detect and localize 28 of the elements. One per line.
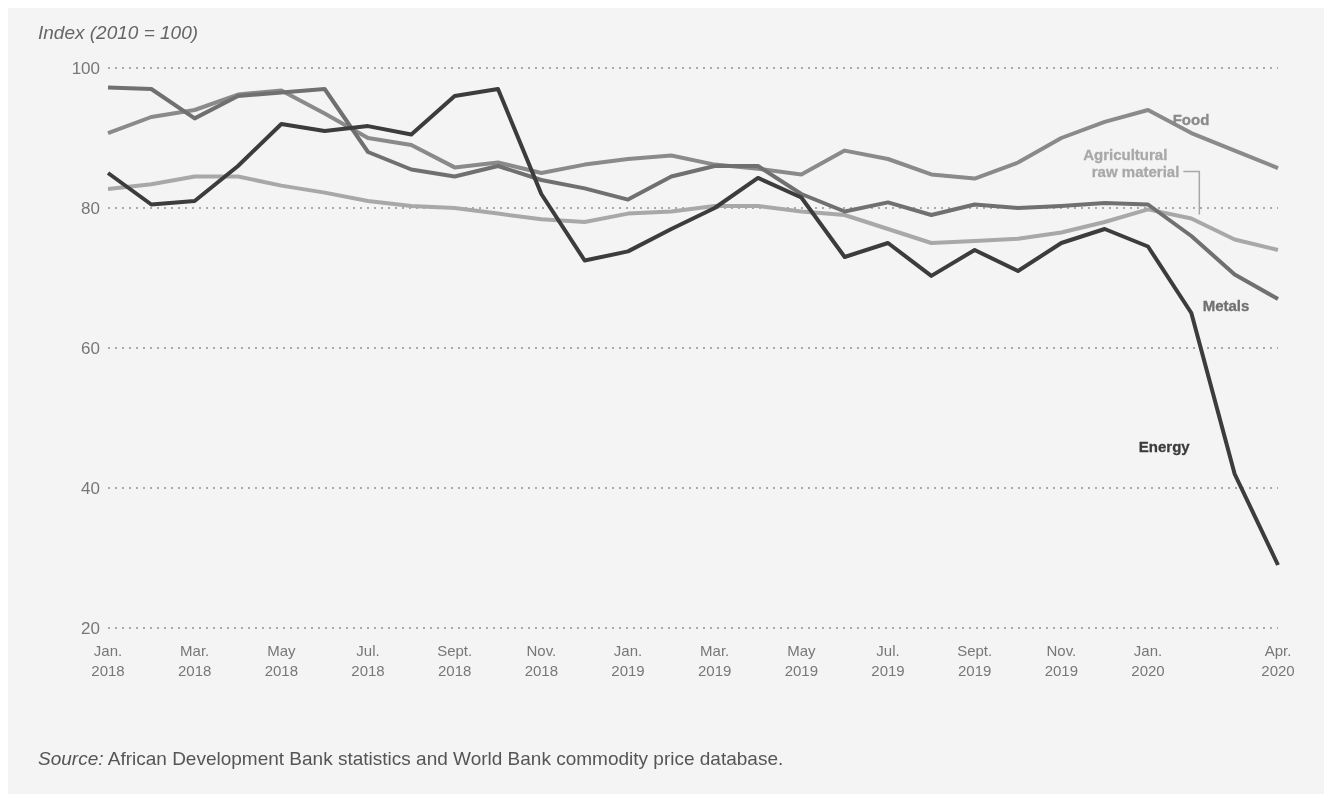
x-tick-label: Jan. 2019 bbox=[611, 642, 645, 679]
x-tick-label: Jan. 2020 bbox=[1131, 642, 1165, 679]
y-axis-title: Index (2010 = 100) bbox=[38, 22, 199, 44]
x-tick-label: Nov. 2018 bbox=[524, 642, 559, 679]
x-tick-label: Mar. 2018 bbox=[177, 642, 212, 679]
x-tick-label: Apr. 2020 bbox=[1261, 642, 1295, 679]
series-label: Food bbox=[1172, 110, 1210, 128]
x-tick-label: Nov. 2019 bbox=[1044, 642, 1079, 679]
x-tick-label: Jan. 2018 bbox=[91, 642, 125, 679]
y-tick-label: 40 bbox=[81, 479, 100, 499]
line-series bbox=[106, 88, 1280, 181]
x-tick-label: Jul. 2018 bbox=[351, 642, 385, 679]
text: Agricultural raw material bbox=[1083, 145, 1180, 180]
x-tick-label: Jul. 2019 bbox=[871, 642, 905, 679]
x-tick-label: Sept. 2018 bbox=[437, 642, 473, 679]
y-tick-label: 100 bbox=[71, 59, 100, 79]
x-tick-label: Mar. 2019 bbox=[697, 642, 732, 679]
source-note: Source: African Development Bank statistics and World Bank commodity price database. bbox=[38, 748, 784, 770]
x-tick-label: May 2019 bbox=[784, 642, 819, 679]
line-series bbox=[106, 87, 1280, 567]
x-tick-label: May 2018 bbox=[264, 642, 299, 679]
text: Energy bbox=[1138, 438, 1191, 455]
y-tick-label: 20 bbox=[81, 619, 100, 639]
x-tick-label: Sept. 2019 bbox=[957, 642, 993, 679]
line-series bbox=[106, 85, 1280, 301]
y-tick-label: 80 bbox=[81, 199, 100, 219]
y-tick-label: 60 bbox=[81, 339, 100, 359]
series-label: Metals bbox=[1202, 296, 1250, 314]
